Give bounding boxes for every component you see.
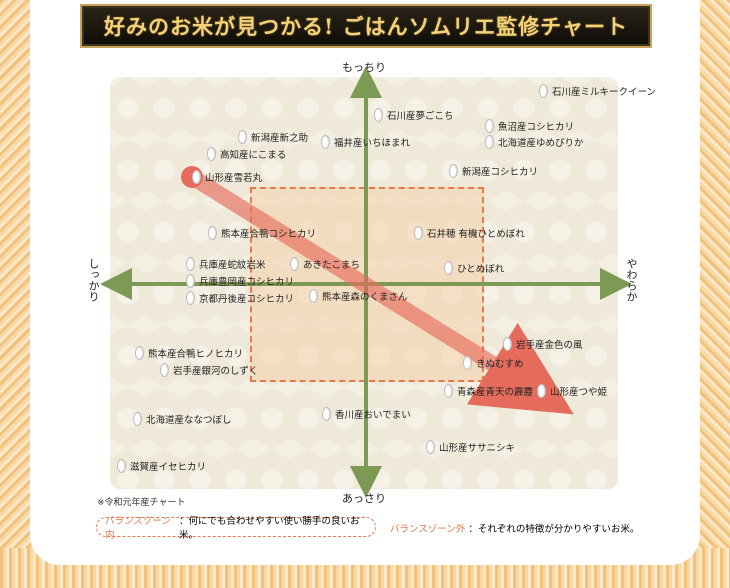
rice-item: 新潟産新之助 bbox=[238, 130, 308, 144]
rice-item-label: 山形産つや姫 bbox=[550, 387, 608, 398]
rice-item: 高知産にこまる bbox=[207, 147, 286, 161]
rice-item-label: 香川産おいでまい bbox=[335, 410, 411, 421]
rice-grain-icon bbox=[539, 84, 548, 98]
trend-arrow bbox=[184, 169, 574, 415]
title-banner: 好みのお米が見つかる! ごはんソムリエ監修チャート bbox=[80, 4, 652, 48]
rice-item: 熊本産合鴨コシヒカリ bbox=[208, 226, 316, 240]
axis-label-top: もっちり bbox=[342, 61, 386, 74]
rice-grain-icon bbox=[444, 261, 453, 275]
rice-grain-icon bbox=[537, 384, 546, 398]
rice-item-label: 岩手産銀河のしずく bbox=[173, 366, 259, 377]
legend-balance-outside: バランスゾーン外 ：それぞれの特徴が分かりやすいお米。 bbox=[390, 521, 639, 535]
rice-item-label: 京都丹後産コシヒカリ bbox=[199, 294, 295, 305]
rice-grain-icon bbox=[449, 164, 458, 178]
rice-item: 熊本産合鴨ヒノヒカリ bbox=[135, 346, 243, 360]
legend-inside-label: バランスゾーン内 bbox=[105, 516, 171, 541]
title-text: 好みのお米が見つかる! ごはんソムリエ監修チャート bbox=[104, 14, 628, 39]
rice-item: 香川産おいでまい bbox=[322, 407, 411, 421]
rice-item: 岩手産金色の風 bbox=[503, 337, 583, 351]
rice-grain-icon bbox=[321, 135, 330, 149]
rice-grain-icon bbox=[207, 147, 216, 161]
rice-grain-icon bbox=[485, 135, 494, 149]
rice-grain-icon bbox=[322, 407, 331, 421]
rice-grain-icon bbox=[192, 170, 201, 184]
rice-item: 熊本産森のくまさん bbox=[309, 289, 408, 303]
rice-item-label: 高知産にこまる bbox=[220, 150, 287, 161]
rice-item: 京都丹後産コシヒカリ bbox=[186, 291, 294, 305]
rice-item: 兵庫産蛇紋岩米 bbox=[186, 257, 266, 271]
rice-item-label: 新潟産新之助 bbox=[251, 133, 309, 144]
rice-item: 石井穂 有機ひとめぼれ bbox=[414, 226, 525, 240]
rice-item-label: 魚沼産コシヒカリ bbox=[498, 122, 575, 133]
rice-item: 山形産雪若丸 bbox=[192, 170, 262, 184]
rice-grain-icon bbox=[186, 257, 195, 271]
rice-item: 北海道産ゆめぴりか bbox=[485, 135, 584, 149]
rice-grain-icon bbox=[133, 412, 142, 426]
rice-grain-icon bbox=[426, 440, 435, 454]
rice-item: 石川産ミルキークイーン bbox=[539, 84, 656, 98]
rice-item-label: きぬむすめ bbox=[476, 359, 524, 370]
rice-item: 青森産青天の霹靂 bbox=[444, 384, 533, 398]
rice-grain-icon bbox=[503, 337, 512, 351]
rice-item: ひとめぼれ bbox=[444, 261, 504, 275]
rice-item-label: あきたこまち bbox=[303, 260, 361, 271]
rice-item-label: 兵庫豊岡産コシヒカリ bbox=[199, 277, 295, 288]
rice-item-label: 福井産いちほまれ bbox=[334, 138, 411, 149]
rice-item: 北海道産ななつぼし bbox=[133, 412, 232, 426]
rice-item: 石川産夢ごこち bbox=[374, 108, 454, 122]
axis-label-bottom: あっさり bbox=[342, 492, 386, 505]
rice-grain-icon bbox=[135, 346, 144, 360]
rice-item: きぬむすめ bbox=[463, 356, 524, 370]
axis-label-left: しっかり bbox=[87, 258, 100, 302]
rice-grain-icon bbox=[117, 459, 126, 473]
chart-note: ※令和元年産チャート bbox=[97, 498, 186, 508]
rice-item-label: ひとめぼれ bbox=[457, 264, 505, 275]
rice-grain-icon bbox=[444, 384, 453, 398]
rice-grain-icon bbox=[160, 363, 169, 377]
rice-item: 魚沼産コシヒカリ bbox=[485, 119, 574, 133]
rice-item-label: 熊本産合鴨ヒノヒカリ bbox=[148, 349, 244, 360]
rice-grain-icon bbox=[485, 119, 494, 133]
axis-label-right: やわらか bbox=[625, 258, 638, 302]
rice-item-label: 熊本産森のくまさん bbox=[322, 292, 408, 303]
rice-item: 福井産いちほまれ bbox=[321, 135, 410, 149]
rice-grain-icon bbox=[186, 291, 195, 305]
rice-item-label: 熊本産合鴨コシヒカリ bbox=[221, 229, 317, 240]
rice-grain-icon bbox=[238, 130, 247, 144]
rice-item: 山形産ササニシキ bbox=[426, 440, 515, 454]
rice-grain-icon bbox=[290, 257, 299, 271]
rice-grain-icon bbox=[414, 226, 423, 240]
legend-balance-inside: バランスゾーン内 ：何にでも合わせやすい使い勝手の良いお米。 bbox=[96, 516, 376, 541]
rice-item-label: 新潟産コシヒカリ bbox=[462, 167, 539, 178]
rice-item-label: 石川産夢ごこち bbox=[387, 111, 454, 122]
rice-grain-icon bbox=[309, 289, 318, 303]
rice-grain-icon bbox=[374, 108, 383, 122]
rice-item: 滋賀産イセヒカリ bbox=[117, 459, 206, 473]
legend-inside-text: ：何にでも合わせやすい使い勝手の良いお米。 bbox=[179, 516, 360, 541]
rice-item-label: 石川産ミルキークイーン bbox=[552, 87, 657, 98]
rice-item: あきたこまち bbox=[290, 257, 360, 271]
rice-item: 兵庫豊岡産コシヒカリ bbox=[186, 274, 294, 288]
rice-item-label: 青森産青天の霹靂 bbox=[457, 387, 534, 398]
legend-outside-text: ：それぞれの特徴が分かりやすいお米。 bbox=[468, 524, 640, 535]
rice-item: 山形産つや姫 bbox=[537, 384, 607, 398]
rice-item-label: 北海道産ななつぼし bbox=[146, 415, 232, 426]
rice-item-label: 北海道産ゆめぴりか bbox=[498, 138, 584, 149]
rice-item-label: 岩手産金色の風 bbox=[516, 340, 583, 351]
rice-grain-icon bbox=[463, 356, 472, 370]
rice-grain-icon bbox=[208, 226, 217, 240]
legend-outside-label: バランスゾーン外 bbox=[390, 524, 466, 535]
rice-item-label: 兵庫産蛇紋岩米 bbox=[199, 260, 266, 271]
rice-item: 新潟産コシヒカリ bbox=[449, 164, 538, 178]
rice-item-label: 滋賀産イセヒカリ bbox=[130, 462, 207, 473]
rice-item-label: 山形産雪若丸 bbox=[205, 173, 263, 184]
rice-item-label: 山形産ササニシキ bbox=[439, 443, 516, 454]
rice-grain-icon bbox=[186, 274, 195, 288]
rice-item-label: 石井穂 有機ひとめぼれ bbox=[427, 229, 525, 240]
rice-item: 岩手産銀河のしずく bbox=[160, 363, 258, 377]
